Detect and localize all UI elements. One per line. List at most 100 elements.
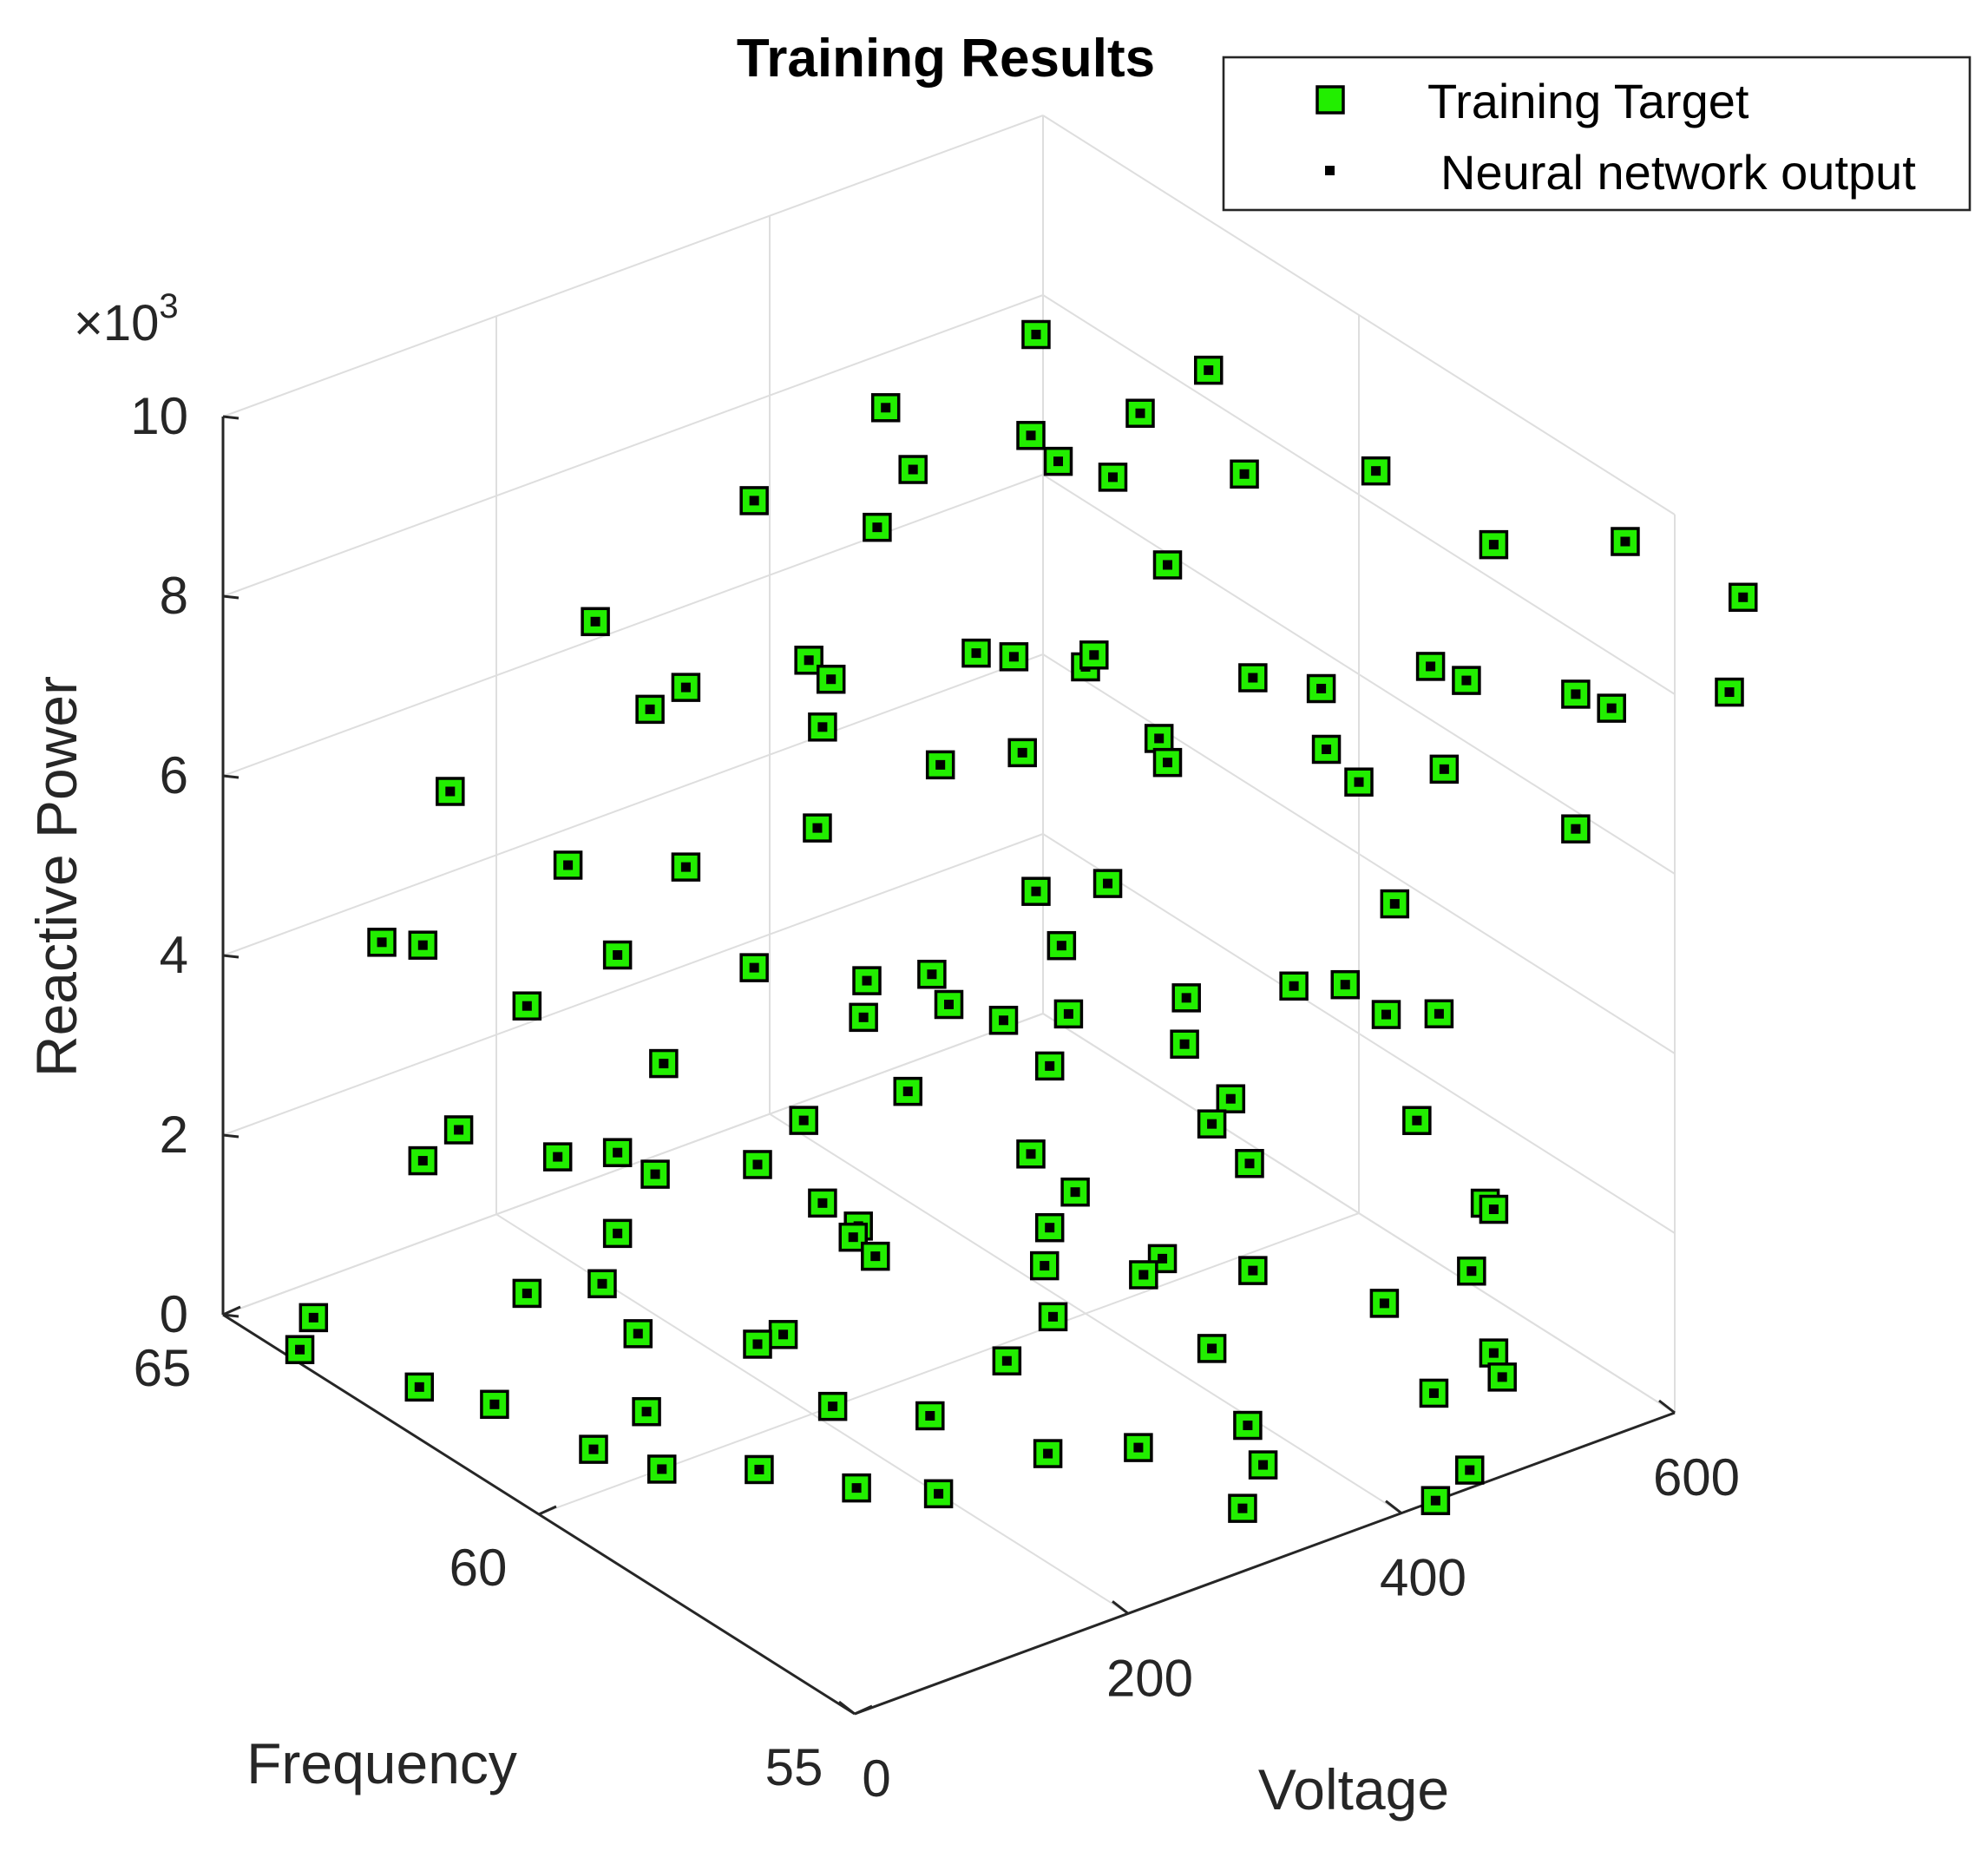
training-target-marker [961,638,991,668]
nn-output-marker [1031,329,1041,339]
y-tick-mark [222,1305,241,1316]
nn-output-marker [1026,430,1036,441]
x-tick-label: 400 [1380,1549,1466,1607]
nn-output-marker [377,937,387,948]
training-target-marker [1561,814,1591,843]
nn-output-marker [935,759,946,770]
training-target-marker [915,1401,945,1431]
training-target-marker [647,1454,677,1484]
nn-output-marker [1461,675,1472,686]
training-target-marker [1238,663,1268,692]
nn-output-marker [1008,652,1019,662]
nn-output-marker [445,786,456,797]
legend-box [1222,56,1972,212]
nn-output-marker [588,1444,599,1454]
nn-output-marker [1053,456,1063,467]
nn-output-marker [1108,472,1118,482]
nn-output-marker [1248,673,1258,683]
nn-output-marker [489,1399,500,1409]
nn-output-marker [1379,1298,1389,1309]
nn-output-marker [749,496,759,506]
training-target-marker [602,1218,633,1249]
nn-output-marker [1465,1465,1475,1475]
y-tick-label: 55 [765,1738,823,1796]
z-exponent-base: ×10 [74,295,159,351]
x-tick-label: 200 [1106,1649,1193,1707]
nn-output-marker [1158,1253,1168,1264]
nn-output-marker [1389,899,1400,909]
grid-layer [222,115,1676,1715]
nn-output-marker [1340,980,1350,990]
training-target-marker [443,1115,474,1145]
nn-output-marker [778,1329,789,1340]
nn-output-marker [1606,703,1617,713]
nn-output-marker [1239,469,1250,479]
nn-output-marker [927,969,937,980]
nn-output-marker [680,682,691,692]
legend: Training Target Neural network output [1222,56,1972,212]
nn-output-marker [597,1278,607,1289]
nn-output-marker [417,1156,428,1166]
training-target-marker [1197,1334,1227,1363]
nn-output-marker [828,1401,838,1412]
nn-output-marker [1316,684,1327,693]
z-tick-label: 4 [160,926,188,984]
nn-output-marker [1620,536,1630,547]
nn-output-marker [1154,733,1165,744]
legend-target-marker [1315,85,1345,115]
nn-output-marker [925,1411,935,1421]
nn-output-marker [752,1339,763,1349]
x-axis-label: Voltage [1258,1757,1449,1821]
nn-output-marker [1045,1060,1055,1071]
nn-output-marker [1026,1149,1036,1159]
nn-output-marker [1430,1495,1440,1506]
training-target-marker [934,989,964,1020]
z-exponent-label: ×103 [74,287,179,351]
training-target-marker [1007,738,1037,768]
nn-output-marker [613,950,623,960]
nn-output-marker [1488,1348,1499,1358]
z-exponent-power: 3 [159,287,178,325]
nn-output-marker [1017,747,1027,758]
nn-output-marker [944,1000,954,1009]
nn-output-marker [1428,1388,1439,1398]
training-target-marker [1098,463,1128,492]
nn-output-marker [1063,1008,1073,1019]
nn-output-marker [1381,1009,1391,1020]
nn-output-marker [848,1232,858,1243]
nn-output-marker [308,1312,318,1323]
nn-output-marker [563,860,574,870]
nn-output-marker [872,522,882,533]
x-tick-mark [1658,1399,1676,1415]
training-target-marker [635,694,665,725]
nn-output-marker [1070,1187,1080,1198]
nn-output-marker [522,1288,532,1298]
nn-output-marker [1056,941,1066,951]
nn-output-marker [1001,1355,1012,1366]
nn-output-marker [812,823,823,833]
nn-output-marker [659,1059,669,1069]
grid-line-back-z [222,474,1044,777]
nn-output-marker [417,940,428,950]
training-target-marker [1729,582,1758,613]
training-target-marker [1129,1260,1158,1290]
z-tick-label: 0 [160,1285,188,1343]
grid-line-floor-y [222,1013,1044,1316]
y-tick-label: 65 [134,1339,192,1397]
nn-output-marker [1243,1421,1253,1431]
nn-output-marker [1138,1270,1149,1280]
training-target-marker [299,1303,329,1333]
nn-output-marker [1571,689,1581,699]
nn-output-marker [1426,661,1436,672]
nn-output-marker [1258,1460,1269,1470]
nn-output-marker [1488,540,1499,550]
nn-output-marker [613,1147,623,1158]
nn-output-marker [999,1015,1008,1026]
y-tick-mark [538,1505,557,1516]
nn-output-marker [1163,560,1172,570]
nn-output-marker [1225,1093,1236,1104]
chart-title: Training Results [737,29,1155,89]
